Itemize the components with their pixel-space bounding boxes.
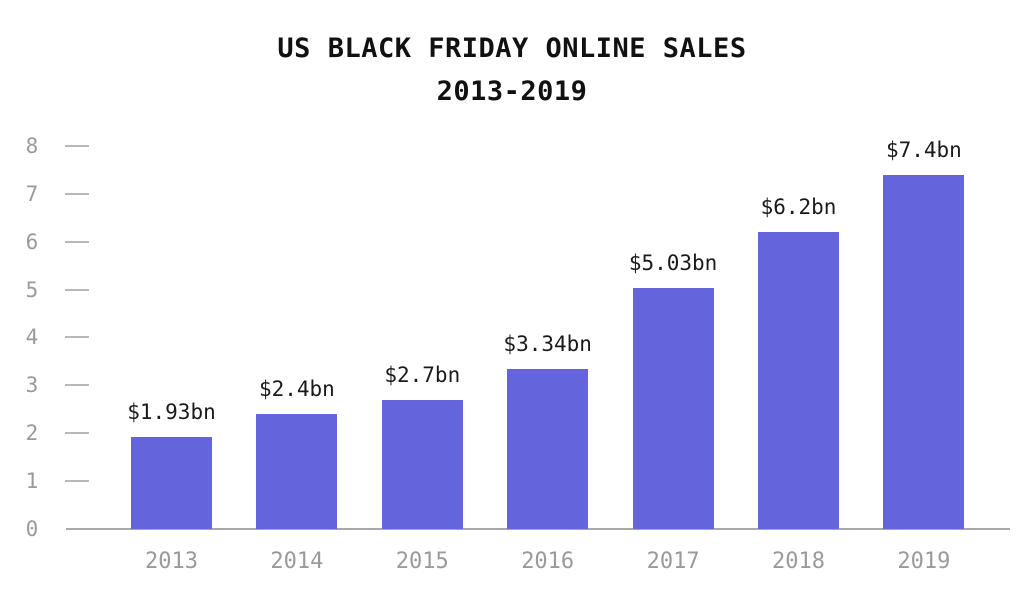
y-tick-label: 8 — [25, 133, 39, 158]
y-tick-mark — [65, 192, 89, 195]
y-tick-mark — [65, 432, 89, 435]
x-axis-line — [66, 528, 1010, 530]
y-tick-label: 4 — [25, 325, 39, 350]
x-tick-label: 2016 — [521, 549, 575, 574]
y-tick-label: 5 — [25, 277, 39, 302]
y-tick-label: 6 — [25, 229, 39, 254]
y-tick-label: 7 — [25, 181, 39, 206]
bar-value-label: $6.2bn — [760, 195, 837, 220]
bar-2013 — [131, 436, 212, 529]
bar-2019 — [883, 174, 965, 529]
bar-2015 — [381, 399, 463, 529]
chart-title-line-1: US BLACK FRIDAY ONLINE SALES — [277, 33, 747, 64]
x-tick-label: 2013 — [145, 549, 198, 574]
bar-2016 — [507, 369, 589, 529]
y-tick-mark — [65, 288, 89, 291]
y-tick-label: 3 — [25, 373, 39, 398]
bar-2018 — [758, 232, 839, 529]
y-tick-mark — [65, 144, 89, 147]
bar-value-label: $1.93bn — [127, 399, 216, 424]
y-tick-mark — [65, 240, 89, 243]
y-tick-mark — [65, 384, 89, 387]
y-tick-mark — [65, 336, 89, 339]
x-tick-label: 2015 — [395, 549, 449, 574]
bar-value-label: $2.7bn — [384, 362, 461, 387]
bar-value-label: $5.03bn — [628, 251, 718, 276]
x-tick-label: 2017 — [646, 549, 700, 574]
x-tick-label: 2019 — [897, 549, 951, 574]
x-tick-label: 2018 — [772, 549, 825, 574]
bar-value-label: $2.4bn — [258, 377, 335, 402]
bar-value-label: $7.4bn — [885, 137, 962, 162]
chart-title-line-2: 2013-2019 — [436, 76, 588, 107]
y-tick-label: 0 — [25, 517, 39, 541]
y-tick-label: 1 — [25, 469, 39, 494]
bar-2014 — [256, 414, 338, 529]
x-tick-label: 2014 — [270, 549, 324, 574]
bar-2017 — [632, 288, 714, 529]
y-tick-mark — [65, 480, 89, 483]
y-tick-label: 2 — [25, 421, 39, 446]
bar-value-label: $3.34bn — [503, 332, 592, 356]
